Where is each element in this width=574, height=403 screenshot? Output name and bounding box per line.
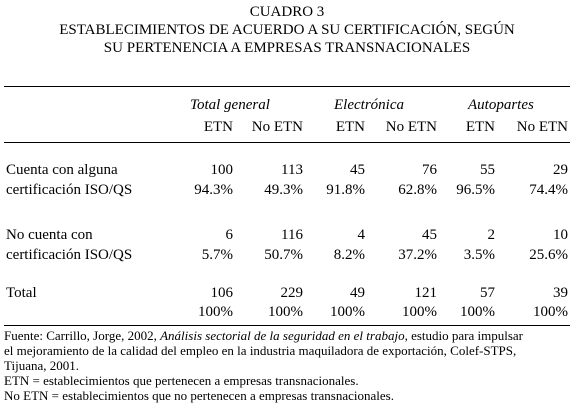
table-cell: 100%	[402, 304, 437, 320]
row-label: No cuenta con	[6, 227, 93, 243]
subheader-no-etn: No ETN	[251, 119, 303, 135]
table-cell: 74.4%	[529, 182, 568, 198]
table-cell: 100%	[268, 304, 303, 320]
row-label: Cuenta con alguna	[6, 162, 118, 178]
table-bottom-rule	[4, 325, 570, 326]
no-etn-definition: No ETN = establecimientos que no pertene…	[4, 388, 394, 403]
table-cell: 229	[280, 285, 304, 301]
row-label-total: Total	[6, 285, 37, 301]
table-cell: 10	[553, 227, 568, 243]
source-note-line-2: el mejoramiento de la calidad del empleo…	[4, 343, 517, 358]
table-cell: 121	[414, 285, 438, 301]
table-cell: 100%	[533, 304, 568, 320]
row-label: certificación ISO/QS	[6, 247, 133, 263]
table-cell: 106	[210, 285, 234, 301]
table-cell: 37.2%	[398, 247, 437, 263]
table-caption-number: CUADRO 3	[249, 4, 325, 20]
table-cell: 5.7%	[201, 247, 233, 263]
source-title: Análisis sectorial de la seguridad en el…	[160, 328, 405, 343]
table-cell: 100	[210, 162, 234, 178]
table-cell: 116	[281, 227, 303, 243]
table-cell: 100%	[330, 304, 365, 320]
subheader-etn: ETN	[203, 119, 233, 135]
source-prefix: Fuente: Carrillo, Jorge, 2002,	[4, 328, 161, 343]
table-cell: 96.5%	[456, 182, 495, 198]
etn-definition: ETN = establecimientos que pertenecen a …	[4, 373, 359, 388]
table-cell: 113	[281, 162, 303, 178]
source-note: Fuente: Carrillo, Jorge, 2002, Análisis …	[4, 328, 523, 343]
subheader-etn: ETN	[465, 119, 495, 135]
table-title-line-1: ESTABLECIMIENTOS DE ACUERDO A SU CERTIFI…	[59, 22, 515, 38]
table-cell: 45	[422, 227, 437, 243]
table-cell: 55	[480, 162, 495, 178]
table-top-rule	[4, 86, 570, 87]
table-cell: 57	[480, 285, 495, 301]
header-bottom-rule	[4, 142, 570, 143]
group-header-total-general: Total general	[190, 97, 270, 113]
table-cell: 100%	[198, 304, 233, 320]
subheader-no-etn: No ETN	[516, 119, 568, 135]
table-cell: 29	[553, 162, 568, 178]
group-header-autopartes: Autopartes	[468, 97, 534, 113]
table-cell: 39	[553, 285, 568, 301]
table-cell: 3.5%	[463, 247, 495, 263]
table-cell: 76	[422, 162, 437, 178]
group-header-electronica: Electrónica	[334, 97, 404, 113]
source-suffix: , estudio para impulsar	[404, 328, 523, 343]
source-note-line-3: Tijuana, 2001.	[4, 358, 79, 373]
table-cell: 8.2%	[333, 247, 365, 263]
table-cell: 45	[350, 162, 365, 178]
table-cell: 100%	[460, 304, 495, 320]
table-cell: 4	[357, 227, 366, 243]
table-title-line-2: SU PERTENENCIA A EMPRESAS TRANSNACIONALE…	[103, 40, 471, 56]
table-cell: 6	[225, 227, 234, 243]
table-cell: 49	[350, 285, 365, 301]
table-cell: 62.8%	[398, 182, 437, 198]
subheader-no-etn: No ETN	[385, 119, 437, 135]
subheader-etn: ETN	[335, 119, 365, 135]
table-cell: 25.6%	[529, 247, 568, 263]
table-cell: 91.8%	[326, 182, 365, 198]
row-label: certificación ISO/QS	[6, 182, 133, 198]
table-cell: 94.3%	[194, 182, 233, 198]
table-cell: 49.3%	[264, 182, 303, 198]
table-cell: 50.7%	[264, 247, 303, 263]
table-cell: 2	[487, 227, 496, 243]
